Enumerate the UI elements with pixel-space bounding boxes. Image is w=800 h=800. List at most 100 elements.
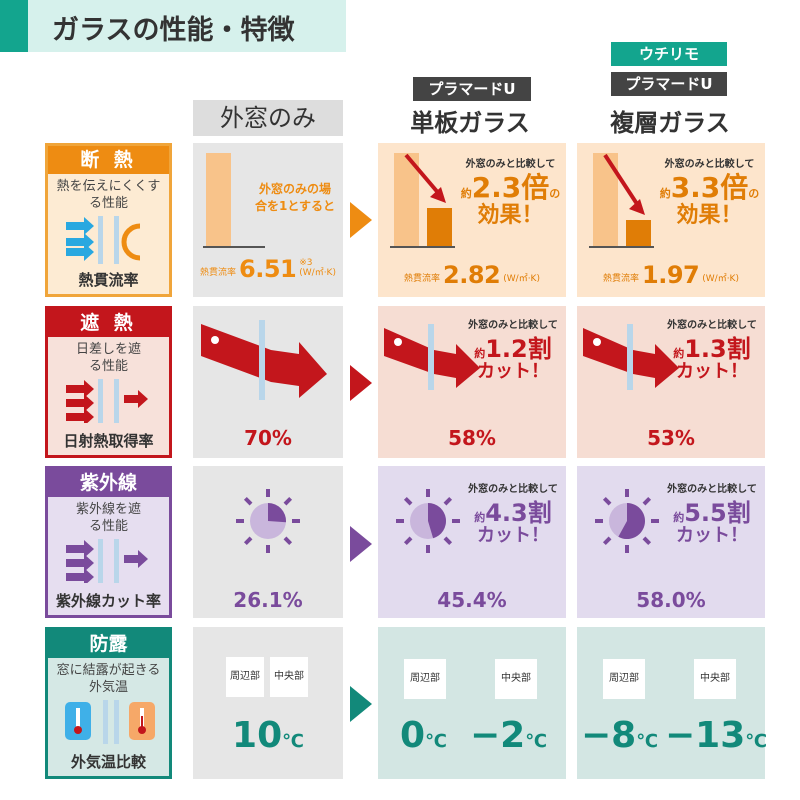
dew-edge-value: −8 [581, 715, 637, 756]
bar-improved [626, 220, 651, 246]
prefix: 約 [673, 511, 685, 524]
heat-metric: 熱貫流率 6.51 ※3 (W/㎡·K) [193, 255, 343, 283]
uv-sun-icon [236, 489, 300, 553]
dew-double-glass: 周辺部 中央部 −8℃ −13℃ [577, 627, 768, 779]
baseline [203, 246, 265, 248]
sun-ray [403, 496, 413, 506]
center-label: 中央部 [495, 659, 537, 699]
unit: ℃ [282, 731, 304, 752]
sun-ray [243, 496, 253, 506]
product-tag: プラマードU [413, 77, 531, 101]
prefix: 約 [659, 187, 671, 200]
metric-label: 熱貫流率 [603, 274, 640, 284]
cut-amount: 5.5割 [684, 499, 751, 527]
metric-label: 熱貫流率 [404, 274, 441, 284]
cut-amount: 4.3割 [485, 499, 552, 527]
edge-label: 周辺部 [404, 659, 446, 699]
prefix: 約 [474, 511, 486, 524]
arrow-icon [350, 526, 372, 562]
down-arrow-icon [404, 153, 446, 203]
uv-cut-wedge [268, 503, 286, 523]
compare-note: 外窓のみと比較して [468, 484, 558, 495]
suffix: の [748, 187, 760, 200]
dew-center-value: −2 [470, 715, 526, 756]
row-desc: 熱を伝えにくくする性能 [56, 179, 161, 211]
sun-ray [443, 496, 453, 506]
heat-value: 1.97 [642, 261, 700, 289]
sun-ray [642, 496, 652, 506]
cut-amount: 1.2割 [485, 335, 552, 363]
row-title: 遮 熱 [48, 309, 169, 337]
uv-value: 58.0% [636, 588, 706, 612]
multiplier: 3.3倍 [670, 171, 749, 204]
arrow-icon [350, 686, 372, 722]
uv-single-glass: 外窓のみと比較して 約4.3割 カット！ 45.4% [378, 466, 566, 618]
row-desc: 紫外線を遮る性能 [75, 502, 141, 534]
prefix: 約 [474, 347, 486, 360]
label-uv: 紫外線 紫外線を遮る性能 紫外線カット率 [45, 466, 172, 618]
heat-outer-only: 外窓のみの場合を1とすると 熱貫流率 6.51 ※3 (W/㎡·K) [193, 143, 343, 297]
unit: ℃ [425, 731, 447, 752]
row-footer: 熱貫流率 [78, 271, 139, 289]
heat-double-glass: 外窓のみと比較して 約3.3倍の 効果！ 熱貫流率 1.97 (W/㎡·K) [577, 143, 765, 297]
dew-center-value: −13 [665, 715, 746, 756]
product-tag-uchirimo: ウチリモ [611, 42, 727, 66]
compare-note: 外窓のみと比較して [667, 320, 757, 331]
down-arrow-icon [603, 153, 645, 215]
dew-outer-only: 周辺部 中央部 10℃ [193, 627, 343, 779]
page-title: ガラスの性能・特徴 [28, 0, 346, 52]
thermometer-icon [64, 700, 155, 744]
uv-outer-only: 26.1% [193, 466, 343, 618]
prefix: 約 [673, 347, 685, 360]
uv-sun-icon [595, 489, 659, 553]
base-note: 外窓のみの場合を1とすると [255, 182, 335, 213]
sun-ray [443, 536, 453, 546]
row-footer: 紫外線カット率 [55, 592, 161, 610]
uv-double-glass: 外窓のみと比較して 約5.5割 カット！ 58.0% [577, 466, 765, 618]
compare-note: 外窓のみと比較して [667, 484, 757, 495]
solar-flow-icon [65, 379, 148, 423]
sun-ray [642, 536, 652, 546]
heat-single-glass: 外窓のみと比較して 約2.3倍の 効果！ 熱貫流率 2.82 (W/㎡·K) [378, 143, 566, 297]
column-header-outer-only: 外窓のみ [193, 100, 343, 136]
arrow-icon [350, 202, 372, 238]
uv-value: 26.1% [233, 588, 303, 612]
solar-double-glass: 外窓のみと比較して 約1.3割 カット！ 53% [577, 306, 765, 458]
heat-value: 2.82 [443, 261, 501, 289]
center-label: 中央部 [270, 657, 308, 697]
multiplier: 2.3倍 [471, 171, 550, 204]
bar-base [394, 153, 419, 246]
cut-text: カット！ [676, 361, 748, 383]
center-label: 中央部 [694, 659, 736, 699]
uv-cut-wedge [428, 503, 446, 539]
unit: ℃ [745, 731, 768, 752]
edge-label: 周辺部 [226, 657, 264, 697]
sun-ray-arrow-icon [384, 324, 480, 390]
product-tag: プラマードU [611, 72, 727, 96]
compare-note: 外窓のみと比較して [468, 320, 558, 331]
baseline [589, 246, 654, 248]
sun-ray [283, 496, 293, 506]
solar-value: 70% [244, 426, 292, 450]
prefix: 約 [460, 187, 472, 200]
heat-bar [206, 153, 231, 246]
unit: ℃ [525, 731, 548, 752]
effect: 効果！ [676, 202, 743, 228]
column-header-single-glass: 単板ガラス [410, 109, 530, 137]
unit: ℃ [636, 731, 659, 752]
baseline [390, 246, 455, 248]
compare-note: 外窓のみと比較して [465, 159, 556, 170]
dew-edge-value: 0 [400, 715, 426, 756]
solar-outer-only: 70% [193, 306, 343, 458]
uv-value: 45.4% [437, 588, 507, 612]
row-footer: 日射熱取得率 [63, 432, 154, 450]
label-heat-insulation: 断 熱 熱を伝えにくくする性能 熱貫流率 [45, 143, 172, 297]
row-title: 断 熱 [48, 146, 169, 174]
row-desc: 日差しを遮る性能 [76, 342, 142, 374]
sun-ray [283, 536, 293, 546]
cut-text: カット！ [676, 525, 748, 547]
sun-ray-arrow-icon [583, 324, 679, 390]
uv-sun-icon [396, 489, 460, 553]
compare-note: 外窓のみと比較して [664, 159, 755, 170]
metric-label: 熱貫流率 [200, 268, 237, 278]
